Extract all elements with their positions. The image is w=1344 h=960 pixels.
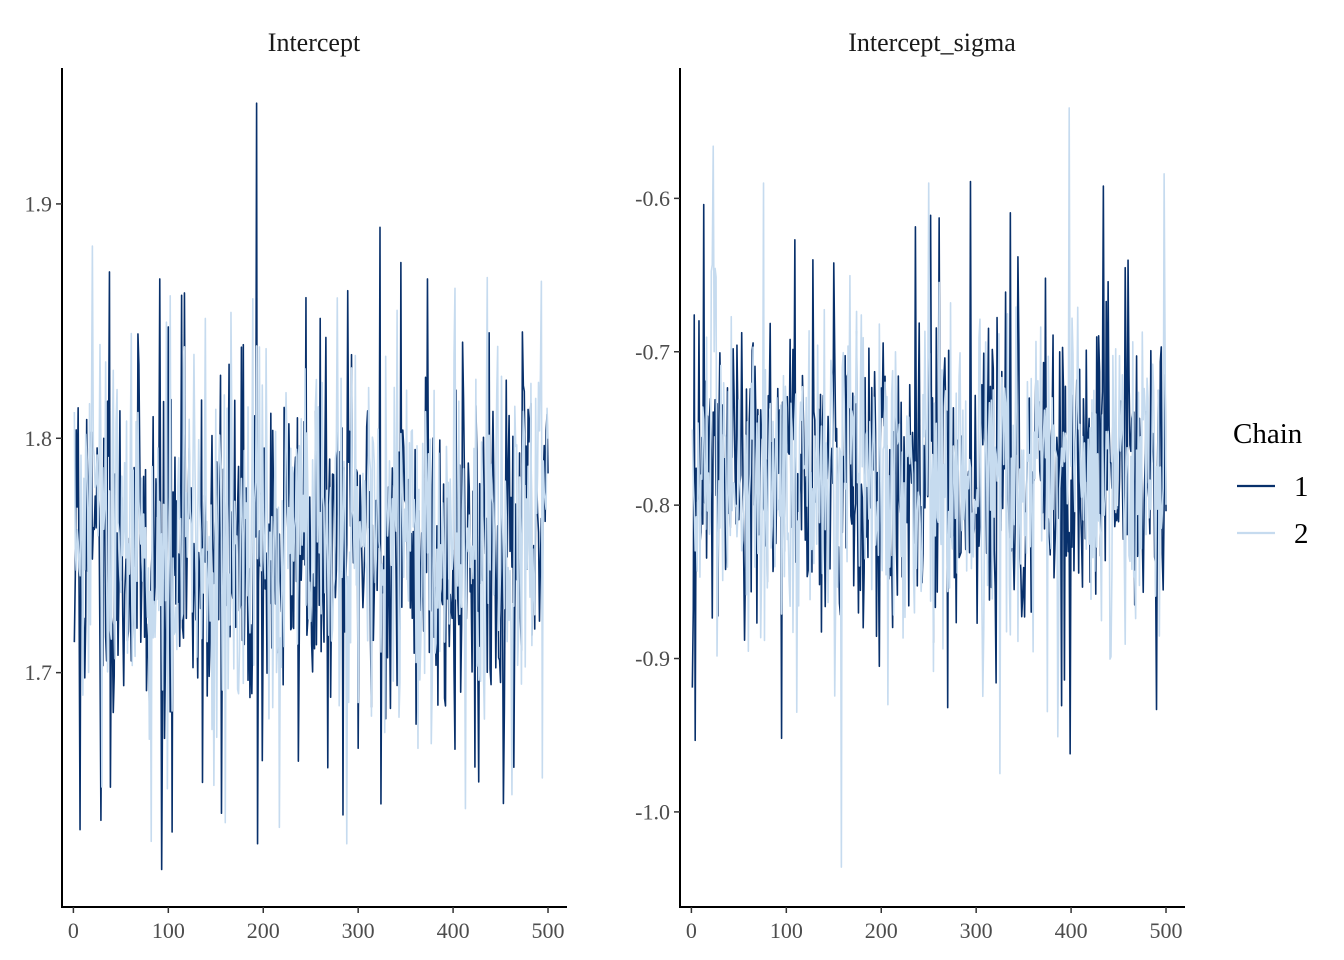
panel-intercept: Intercept 1.7 1.8 1.9 0 100 200 300 400 500 <box>25 28 567 943</box>
legend-label-chain-2: 2 <box>1294 518 1309 550</box>
x-tick-label: 500 <box>532 918 565 943</box>
x-ticks-intercept-sigma: 0 100 200 300 400 500 <box>686 907 1183 943</box>
legend-title: Chain <box>1233 418 1303 450</box>
x-tick-label: 100 <box>770 918 803 943</box>
series-group-intercept-sigma <box>691 107 1167 868</box>
y-tick-label: -1.0 <box>635 799 670 824</box>
x-ticks-intercept: 0 100 200 300 400 500 <box>68 907 565 943</box>
y-tick-label: -0.6 <box>635 186 670 211</box>
x-tick-label: 100 <box>152 918 185 943</box>
trace-line-chain-2 <box>73 245 549 845</box>
panel-title-intercept-sigma: Intercept_sigma <box>848 28 1016 57</box>
y-tick-label: 1.8 <box>25 426 53 451</box>
trace-line-chain-2 <box>691 107 1167 868</box>
y-tick-label: -0.9 <box>635 646 670 671</box>
x-tick-label: 0 <box>686 918 697 943</box>
x-tick-label: 0 <box>68 918 79 943</box>
panel-intercept-sigma: Intercept_sigma -0.6 -0.7 -0.8 -0.9 -1.0 0 10… <box>635 28 1185 943</box>
legend: Chain 1 2 <box>1233 418 1309 550</box>
y-tick-label: -0.8 <box>635 493 670 518</box>
y-ticks-intercept-sigma: -0.6 -0.7 -0.8 -0.9 -1.0 <box>635 186 680 824</box>
y-tick-label: 1.7 <box>25 660 53 685</box>
y-ticks-intercept: 1.7 1.8 1.9 <box>25 191 62 685</box>
x-tick-label: 300 <box>960 918 993 943</box>
y-tick-label: 1.9 <box>25 191 53 216</box>
panel-title-intercept: Intercept <box>268 28 361 57</box>
x-tick-label: 300 <box>342 918 375 943</box>
x-tick-label: 200 <box>247 918 280 943</box>
series-group-intercept <box>73 102 549 871</box>
y-tick-label: -0.7 <box>635 339 670 364</box>
x-tick-label: 400 <box>437 918 470 943</box>
x-tick-label: 200 <box>865 918 898 943</box>
x-tick-label: 400 <box>1055 918 1088 943</box>
legend-label-chain-1: 1 <box>1294 471 1309 503</box>
x-tick-label: 500 <box>1150 918 1183 943</box>
